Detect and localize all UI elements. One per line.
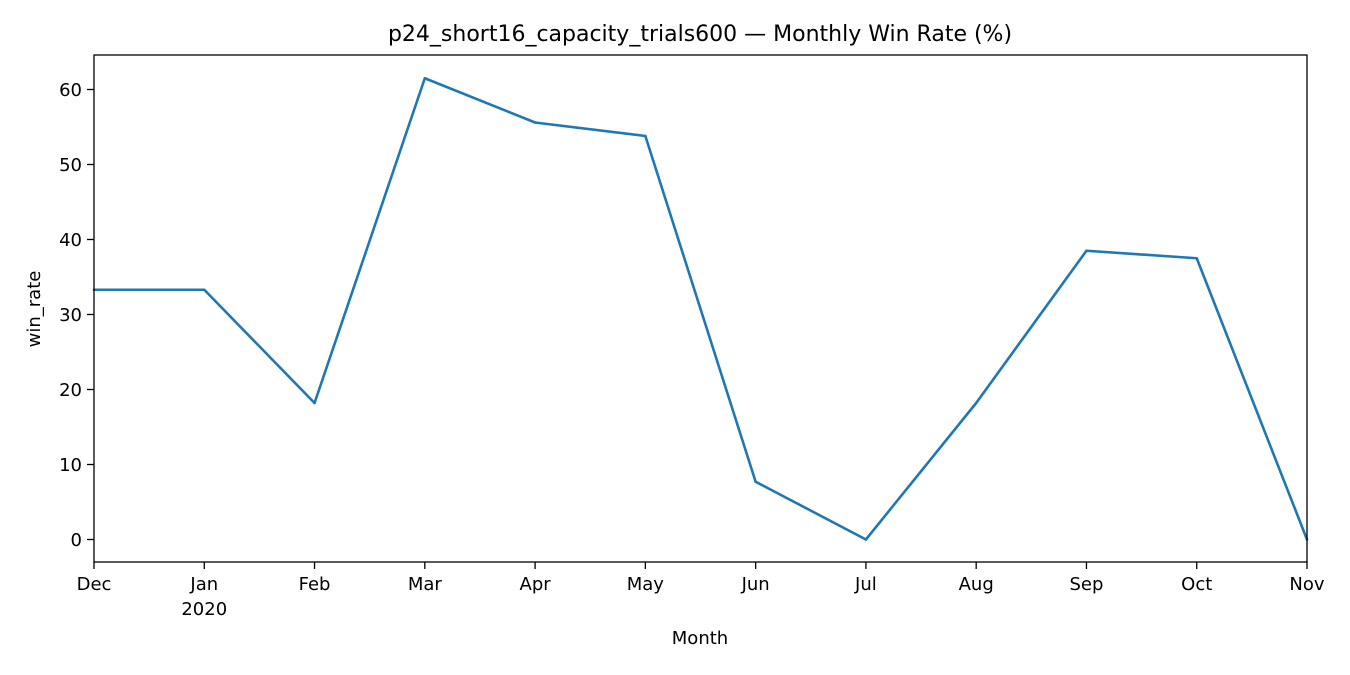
x-tick-label: Feb [299, 574, 331, 595]
x-tick-label: Jul [854, 574, 877, 595]
data-point [202, 288, 206, 292]
y-tick-label: 60 [59, 80, 82, 101]
data-point [423, 76, 427, 80]
y-tick-label: 50 [59, 155, 82, 176]
y-tick-label: 30 [59, 305, 82, 326]
series-line [94, 76, 1309, 541]
y-tick-label: 10 [59, 455, 82, 476]
x-axis: Dec Jan 2020 Feb Mar Apr May Jun Jul Aug Sep Oct Nov [77, 562, 1325, 620]
x-tick-label: Dec [77, 574, 112, 595]
y-axis: 0 10 20 30 40 50 60 [59, 80, 94, 551]
x-tick-label: Aug [959, 574, 994, 595]
y-axis-label: win_rate [24, 271, 45, 348]
y-tick-label: 20 [59, 380, 82, 401]
x-tick-label: May [627, 574, 665, 595]
x-tick-label: Nov [1289, 574, 1324, 595]
y-tick-label: 0 [71, 530, 82, 551]
y-tick-label: 40 [59, 230, 82, 251]
x-axis-label: Month [672, 628, 728, 649]
data-point [1195, 256, 1199, 260]
data-point [313, 401, 316, 405]
x-tick-sublabel: 2020 [181, 599, 227, 620]
data-point [533, 121, 537, 124]
x-tick-label: Jun [741, 574, 770, 595]
x-tick-label: Jan [189, 574, 218, 595]
data-point [864, 538, 868, 541]
chart-title: p24_short16_capacity_trials600 — Monthly… [388, 22, 1012, 47]
data-point [1085, 249, 1088, 253]
plot-frame [93, 54, 1308, 563]
x-tick-label: Apr [520, 574, 552, 595]
data-point [974, 401, 978, 405]
data-point [644, 134, 647, 138]
x-tick-label: Mar [408, 574, 443, 595]
data-point [754, 480, 757, 484]
x-tick-label: Sep [1069, 574, 1103, 595]
x-tick-label: Oct [1181, 574, 1212, 595]
